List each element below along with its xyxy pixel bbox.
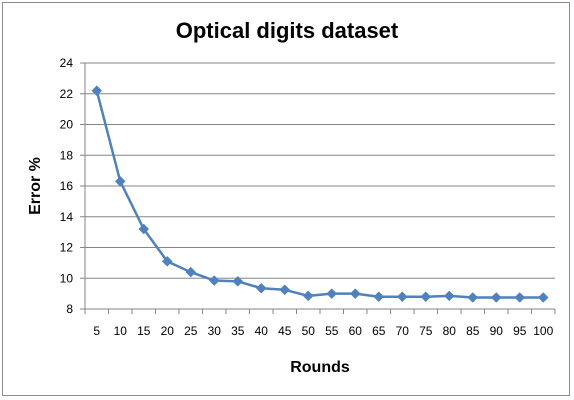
axes	[80, 62, 556, 314]
x-tick-label: 15	[137, 324, 151, 338]
x-tick-label: 30	[208, 324, 222, 338]
data-point-marker	[537, 292, 549, 303]
x-tick-label: 25	[184, 324, 198, 338]
data-point-marker	[349, 288, 361, 299]
y-tick-label: 12	[60, 241, 74, 255]
chart-frame	[2, 2, 570, 396]
data-point-marker	[255, 282, 267, 294]
x-tick-label: 5	[93, 324, 100, 338]
data-point-marker	[514, 292, 526, 303]
data-point-marker	[467, 292, 479, 303]
x-tick-label: 50	[302, 324, 316, 338]
y-tick-labels: 8 10 12 14 16 18 20 22 24	[60, 56, 74, 316]
y-tick-label: 20	[60, 118, 74, 132]
x-tick-label: 80	[443, 324, 457, 338]
data-point-marker	[138, 223, 150, 235]
data-point-marker	[302, 290, 314, 302]
x-tick-label: 70	[396, 324, 410, 338]
x-tick-label: 100	[533, 324, 553, 338]
x-tick-label: 95	[513, 324, 527, 338]
data-point-marker	[91, 85, 103, 97]
x-tick-label: 90	[490, 324, 504, 338]
x-tick-label: 45	[278, 324, 292, 338]
y-tick-label: 24	[60, 56, 74, 70]
data-point-marker	[185, 266, 197, 278]
x-tick-label: 35	[231, 324, 245, 338]
y-tick-label: 18	[60, 148, 74, 162]
x-tick-label: 55	[325, 324, 339, 338]
data-point-marker	[490, 292, 502, 303]
x-tick-label: 20	[161, 324, 175, 338]
x-tick-label: 85	[466, 324, 480, 338]
data-point-marker	[279, 284, 291, 296]
y-tick-label: 16	[60, 179, 74, 193]
data-point-marker	[443, 290, 455, 302]
data-point-marker	[373, 291, 385, 303]
series-error	[91, 85, 549, 303]
data-point-marker	[114, 176, 126, 187]
y-axis-title: Error %	[27, 157, 44, 215]
y-tick-label: 8	[66, 302, 73, 316]
data-point-marker	[208, 275, 220, 286]
data-point-marker	[326, 288, 338, 299]
data-point-marker	[420, 291, 432, 303]
y-tick-label: 22	[60, 87, 74, 101]
y-tick-label: 14	[60, 210, 74, 224]
data-point-marker	[396, 291, 408, 303]
data-point-marker	[232, 275, 244, 287]
x-tick-labels: 5 10 15 20 25 30 35 40 45 50 55 60 65 70 75 80 85 90 95 100	[93, 324, 553, 338]
x-tick-label: 60	[349, 324, 363, 338]
x-tick-label: 10	[114, 324, 128, 338]
gridlines	[85, 62, 555, 279]
x-axis-title: Rounds	[290, 359, 350, 376]
data-point-marker	[161, 255, 173, 267]
x-tick-label: 65	[372, 324, 386, 338]
chart-title: Optical digits dataset	[176, 18, 399, 43]
x-tick-label: 40	[255, 324, 269, 338]
series-line	[95, 90, 544, 299]
x-tick-label: 75	[419, 324, 433, 338]
y-tick-label: 10	[60, 271, 74, 285]
